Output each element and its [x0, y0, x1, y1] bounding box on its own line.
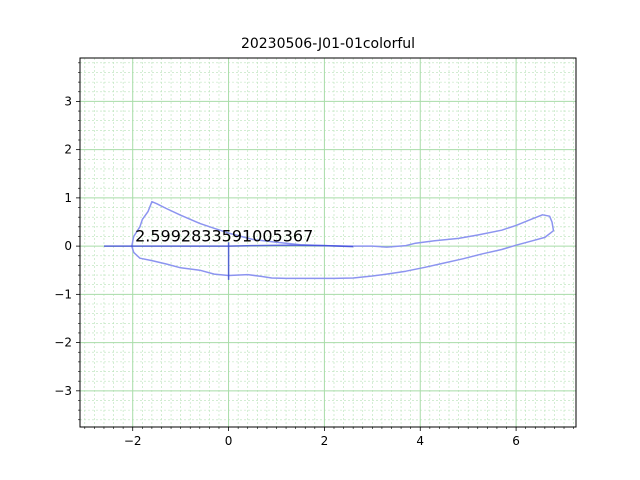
- y-tick-label: 2: [64, 143, 72, 157]
- y-tick-label: −2: [54, 336, 72, 350]
- plot-frame: [79, 57, 577, 428]
- axis-ticks: −2 0 2 4 6 −3 −2 −1 0 1 2 3: [54, 62, 574, 448]
- y-tick-label: −3: [54, 384, 72, 398]
- annotation-layer: 2.5992833591005367: [135, 226, 313, 245]
- y-tick-label: 0: [64, 239, 72, 253]
- x-tick-label: 6: [512, 434, 520, 448]
- x-tick-label: 0: [225, 434, 233, 448]
- y-tick-label: 3: [64, 94, 72, 108]
- chart-title: 20230506-J01-01colorful: [241, 36, 415, 52]
- x-tick-label: 4: [416, 434, 424, 448]
- y-tick-label: −1: [54, 287, 72, 301]
- x-tick-label: −2: [124, 434, 142, 448]
- annotation-value: 2.5992833591005367: [135, 226, 313, 245]
- y-tick-label: 1: [64, 191, 72, 205]
- horizontal-reference-line: [104, 244, 354, 248]
- x-tick-label: 2: [321, 434, 329, 448]
- data-series: [104, 200, 555, 280]
